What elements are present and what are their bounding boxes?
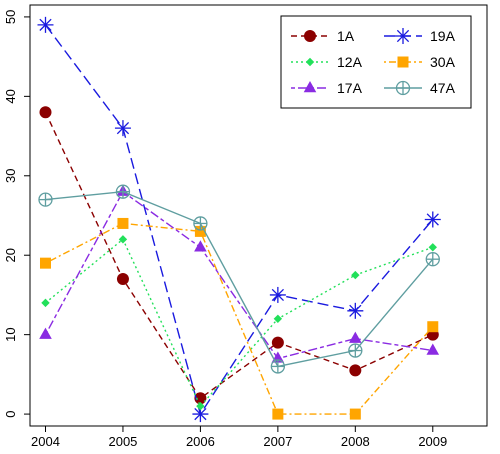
legend-item-17a: 17A xyxy=(291,80,363,96)
data-point xyxy=(270,359,286,374)
legend-marker xyxy=(304,30,316,42)
data-point xyxy=(424,211,441,228)
data-point xyxy=(117,217,129,229)
legend-item-1a: 1A xyxy=(291,28,355,44)
data-point xyxy=(347,302,364,319)
x-tick-label: 2009 xyxy=(418,434,447,449)
data-point xyxy=(273,314,283,323)
y-tick-label: 50 xyxy=(3,10,18,24)
legend-marker xyxy=(395,80,411,96)
data-point xyxy=(349,331,362,343)
y-tick-label: 40 xyxy=(3,89,18,103)
data-point xyxy=(271,336,284,349)
series-group xyxy=(37,16,441,423)
series-line xyxy=(44,24,434,416)
data-point xyxy=(348,343,363,358)
data-point xyxy=(114,120,131,137)
legend-item-30a: 30A xyxy=(384,54,456,70)
series-30a xyxy=(39,217,439,420)
data-point xyxy=(269,286,286,303)
data-point xyxy=(39,327,52,339)
data-point xyxy=(41,298,50,308)
data-point xyxy=(194,392,207,405)
data-point xyxy=(118,235,128,244)
plot-box xyxy=(29,4,488,427)
data-point xyxy=(426,343,440,355)
legend-marker xyxy=(397,56,409,68)
legend-item-47a: 47A xyxy=(384,80,456,96)
data-point xyxy=(38,192,53,207)
x-tick-label: 2006 xyxy=(186,434,215,449)
data-point xyxy=(39,106,52,119)
y-tick-label: 10 xyxy=(3,327,18,341)
data-point xyxy=(351,270,360,280)
series-19a xyxy=(37,16,441,423)
legend-label: 1A xyxy=(337,28,355,44)
data-point xyxy=(39,257,51,269)
data-point xyxy=(196,401,205,411)
data-point xyxy=(272,408,284,420)
legend-label: 30A xyxy=(430,54,456,70)
data-point xyxy=(116,273,129,286)
legend-item-12a: 12A xyxy=(291,54,363,70)
data-point xyxy=(427,321,439,333)
data-point xyxy=(194,225,206,237)
series-line xyxy=(45,222,434,415)
plot-frame xyxy=(29,4,488,427)
series-12a xyxy=(41,235,437,411)
series-47a xyxy=(38,184,440,374)
y-tick-label: 20 xyxy=(3,248,18,262)
legend-label: 19A xyxy=(430,28,456,44)
x-tick-label: 2005 xyxy=(108,434,137,449)
legend-marker xyxy=(303,81,317,93)
x-tick-label: 2008 xyxy=(341,434,370,449)
legend-marker xyxy=(305,57,315,67)
data-point xyxy=(349,408,361,420)
data-point xyxy=(193,216,208,231)
data-point xyxy=(349,364,362,377)
legend-item-19a: 19A xyxy=(384,28,456,44)
series-17a xyxy=(39,184,440,363)
series-line xyxy=(45,190,434,368)
data-point xyxy=(425,252,440,267)
legend-label: 47A xyxy=(430,80,456,96)
series-line xyxy=(44,190,433,360)
data-point xyxy=(428,243,437,252)
series-line xyxy=(44,111,434,400)
legend: 1A 12A 17A 19A 30A 47A xyxy=(280,15,472,109)
data-point xyxy=(115,184,131,199)
legend-label: 12A xyxy=(337,54,363,70)
data-point xyxy=(194,240,207,252)
axes: 2004 2005 2006 2007 2008 2009 0 10 20 30 40 50 xyxy=(3,10,447,449)
y-tick-label: 0 xyxy=(3,410,18,417)
data-point xyxy=(37,16,54,33)
x-tick-label: 2007 xyxy=(263,434,292,449)
x-tick-label: 2004 xyxy=(31,434,60,449)
legend-label: 17A xyxy=(337,80,363,96)
series-1a xyxy=(39,106,439,405)
legend-marker xyxy=(395,28,411,44)
y-tick-label: 30 xyxy=(3,169,18,183)
